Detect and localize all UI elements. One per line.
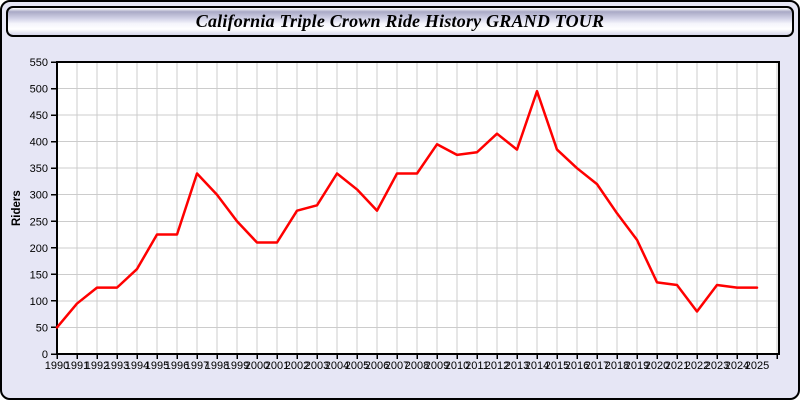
x-tick-label: 2004: [325, 360, 349, 372]
x-tick-label: 2001: [265, 360, 289, 372]
x-tick-label: 2019: [625, 360, 649, 372]
x-tick-label: 2023: [705, 360, 729, 372]
x-tick-label: 2002: [285, 360, 309, 372]
x-tick-label: 1995: [145, 360, 169, 372]
x-tick-label: 2010: [445, 360, 469, 372]
x-tick-label: 1998: [205, 360, 229, 372]
x-tick-label: 2009: [425, 360, 449, 372]
x-tick-label: 2025: [745, 360, 769, 372]
plot-background: [57, 62, 779, 354]
x-tick-label: 2016: [565, 360, 589, 372]
x-tick-label: 2013: [505, 360, 529, 372]
y-axis-label: Riders: [11, 190, 23, 226]
y-tick-label: 400: [30, 137, 48, 149]
x-tick-label: 1999: [225, 360, 249, 372]
y-tick-label: 350: [30, 163, 48, 175]
y-tick-label: 550: [30, 57, 48, 69]
y-tick-label: 100: [30, 296, 48, 308]
x-tick-label: 2014: [525, 360, 549, 372]
x-tick-label: 2020: [645, 360, 669, 372]
y-tick-label: 500: [30, 84, 48, 96]
y-tick-label: 50: [36, 322, 48, 334]
x-tick-label: 2000: [245, 360, 269, 372]
chart-title: California Triple Crown Ride History GRA…: [195, 11, 605, 31]
x-tick-label: 2022: [685, 360, 709, 372]
x-tick-label: 2021: [665, 360, 689, 372]
x-tick-label: 2011: [465, 360, 489, 372]
x-tick-label: 2003: [305, 360, 329, 372]
y-tick-label: 150: [30, 269, 48, 281]
x-tick-label: 2012: [485, 360, 509, 372]
x-tick-label: 2007: [385, 360, 409, 372]
y-tick-label: 0: [42, 349, 48, 361]
y-tick-label: 250: [30, 216, 48, 228]
x-tick-label: 2006: [365, 360, 389, 372]
y-tick-label: 200: [30, 243, 48, 255]
x-tick-label: 1991: [65, 360, 89, 372]
x-tick-label: 2015: [545, 360, 569, 372]
x-tick-label: 1996: [165, 360, 189, 372]
riders-data-line: [55, 89, 759, 329]
y-tick-label: 300: [30, 190, 48, 202]
x-tick-label: 1997: [185, 360, 209, 372]
x-tick-label: 1994: [125, 360, 149, 372]
x-tick-label: 2017: [585, 360, 609, 372]
x-tick-label: 2005: [345, 360, 369, 372]
x-tick-label: 2024: [725, 360, 749, 372]
x-tick-label: 1990: [45, 360, 69, 372]
x-tick-label: 1993: [105, 360, 129, 372]
x-tick-label: 1992: [85, 360, 109, 372]
title-bar: California Triple Crown Ride History GRA…: [6, 6, 794, 37]
y-tick-label: 450: [30, 110, 48, 122]
x-tick-label: 2008: [405, 360, 429, 372]
plot-frame: [56, 61, 780, 355]
x-tick-label: 2018: [605, 360, 629, 372]
